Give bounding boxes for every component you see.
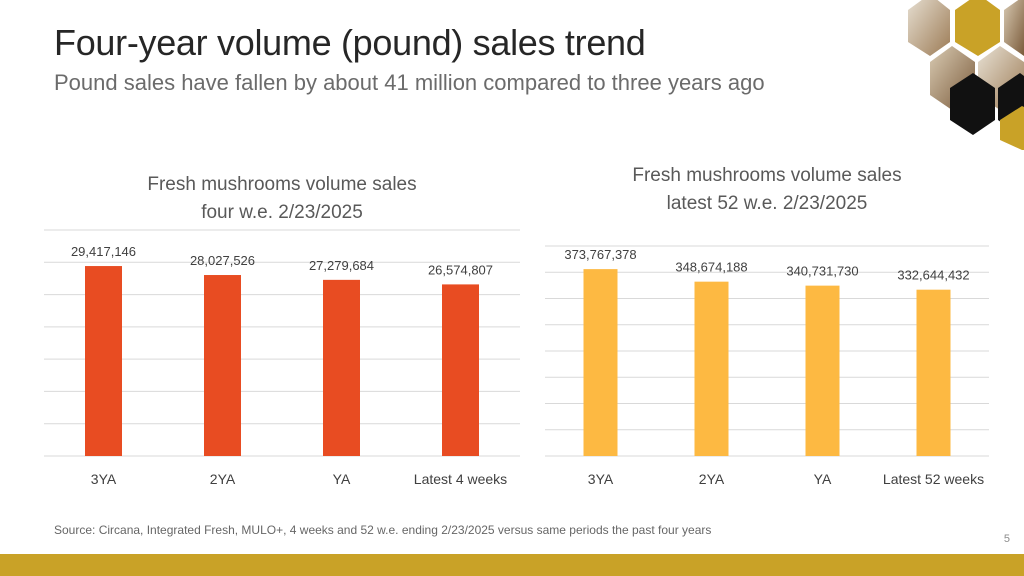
left-category-label: 3YA (91, 471, 117, 487)
right-bar (916, 289, 951, 456)
right-bar (694, 281, 729, 456)
right-bar-value-label: 332,644,432 (897, 268, 969, 283)
left-bar (85, 266, 122, 456)
left-bar (204, 275, 241, 456)
chart-left-title: Fresh mushrooms volume sales four w.e. 2… (44, 171, 520, 227)
left-bar-value-label: 26,574,807 (428, 262, 493, 277)
right-category-label: 3YA (588, 471, 614, 487)
left-category-label: Latest 4 weeks (414, 471, 507, 487)
chart-right-title: Fresh mushrooms volume sales latest 52 w… (545, 162, 989, 218)
right-bar-value-label: 373,767,378 (564, 247, 636, 262)
hex-photo-mushrooms-2 (1004, 0, 1024, 56)
left-category-label: YA (333, 471, 351, 487)
hex-black-1 (950, 73, 995, 135)
right-category-label: YA (814, 471, 832, 487)
hex-gold-1 (955, 0, 1000, 56)
left-bar-value-label: 28,027,526 (190, 253, 255, 268)
source-note: Source: Circana, Integrated Fresh, MULO+… (54, 523, 712, 537)
left-bar (323, 279, 360, 456)
page-title: Four-year volume (pound) sales trend (54, 22, 646, 63)
right-bar (583, 269, 618, 456)
page-subtitle: Pound sales have fallen by about 41 mill… (54, 70, 765, 95)
right-bar-value-label: 348,674,188 (675, 260, 747, 275)
chart-right-title-line2: latest 52 w.e. 2/23/2025 (666, 193, 868, 214)
hex-photo-mushrooms-1 (908, 0, 950, 56)
left-bar-value-label: 29,417,146 (71, 244, 136, 259)
chart-left-title-line2: four w.e. 2/23/2025 (201, 202, 363, 223)
page-number: 5 (1003, 533, 1010, 545)
footer-bar (0, 554, 1024, 576)
left-category-label: 2YA (210, 471, 236, 487)
right-category-label: 2YA (699, 471, 725, 487)
chart-right-title-line1: Fresh mushrooms volume sales (632, 165, 902, 186)
right-bar-value-label: 340,731,730 (786, 264, 858, 279)
right-category-label: Latest 52 weeks (883, 471, 984, 487)
right-bar (805, 285, 840, 456)
left-bar (442, 284, 479, 456)
chart-left-title-line1: Fresh mushrooms volume sales (147, 174, 417, 195)
hex-gold-2 (1000, 106, 1024, 150)
left-bar-value-label: 27,279,684 (309, 258, 374, 273)
